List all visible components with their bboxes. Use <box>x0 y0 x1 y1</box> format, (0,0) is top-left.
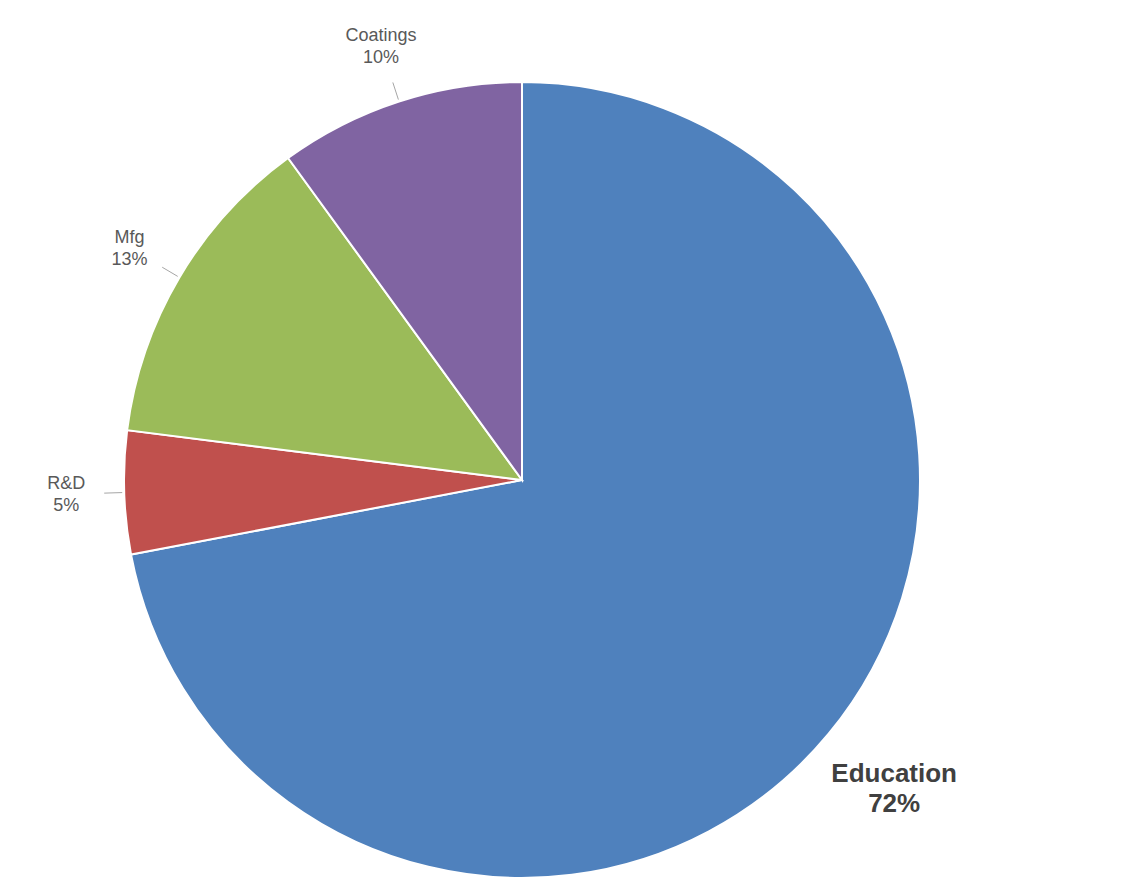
svg-text:Mfg13%: Mfg13% <box>111 227 147 269</box>
svg-text:Coatings10%: Coatings10% <box>346 25 417 67</box>
svg-text:R&D5%: R&D5% <box>47 473 85 515</box>
svg-text:Education72%: Education72% <box>831 758 957 818</box>
